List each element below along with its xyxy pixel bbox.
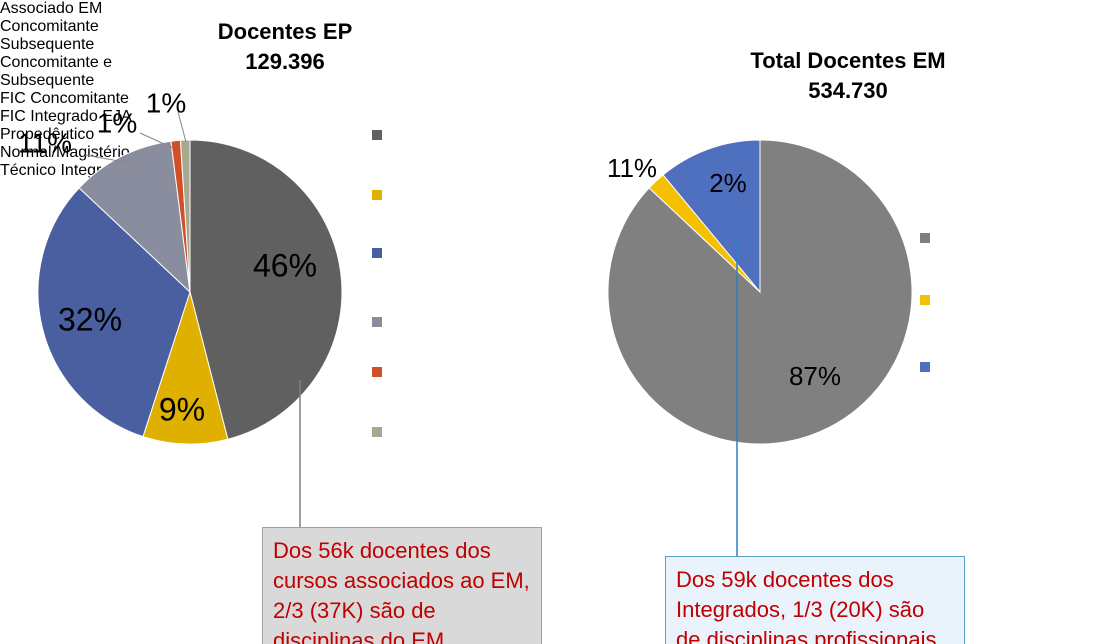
legend-label: Propedêutico (0, 126, 95, 143)
legend-label: Concomitante (0, 18, 99, 35)
data-label: 46% (253, 247, 317, 283)
annotation: Dos 59k docentes dos Integrados, 1/3 (20… (665, 556, 965, 644)
legend-swatch (372, 130, 382, 140)
legend-swatch (372, 317, 382, 327)
leader-line (84, 154, 131, 164)
legend-swatch (920, 233, 930, 243)
annotation: Dos 56k docentes dos cursos associados a… (262, 527, 542, 644)
legend-swatch (372, 367, 382, 377)
chart-title: Total Docentes EM (750, 48, 945, 73)
legend-swatch (920, 362, 930, 372)
legend-label: Subsequente (0, 36, 95, 53)
pie-slice (189, 139, 343, 440)
legend-swatch (372, 248, 382, 258)
pie-slice (662, 139, 761, 294)
legend-label: FIC Concomitante (0, 90, 129, 107)
data-label: 9% (159, 391, 205, 427)
pie-slice (78, 140, 191, 294)
data-label: 32% (58, 301, 122, 337)
data-label: 1% (146, 87, 186, 118)
data-label: 11% (18, 127, 72, 158)
chart-title: Docentes EP (218, 19, 353, 44)
legend-label: FIC Integrado EJA (0, 108, 132, 125)
legend-swatch (372, 427, 382, 437)
pie-slice (37, 187, 191, 438)
legend-swatch (372, 190, 382, 200)
legend-label: Associado EM (0, 0, 103, 17)
legend-label: Concomitante e Subsequente (0, 54, 113, 89)
pie-slice (142, 290, 229, 445)
data-label: 11% (607, 153, 657, 183)
chart-subtitle: 129.396 (245, 49, 325, 74)
data-label: 87% (789, 361, 841, 391)
leader-line (139, 132, 174, 149)
leader-line (177, 111, 187, 143)
data-label: 1% (97, 107, 137, 138)
pie-slice (607, 139, 913, 445)
data-label: 2% (709, 168, 747, 198)
legend-swatch (920, 295, 930, 305)
chart-subtitle: 534.730 (808, 78, 888, 103)
